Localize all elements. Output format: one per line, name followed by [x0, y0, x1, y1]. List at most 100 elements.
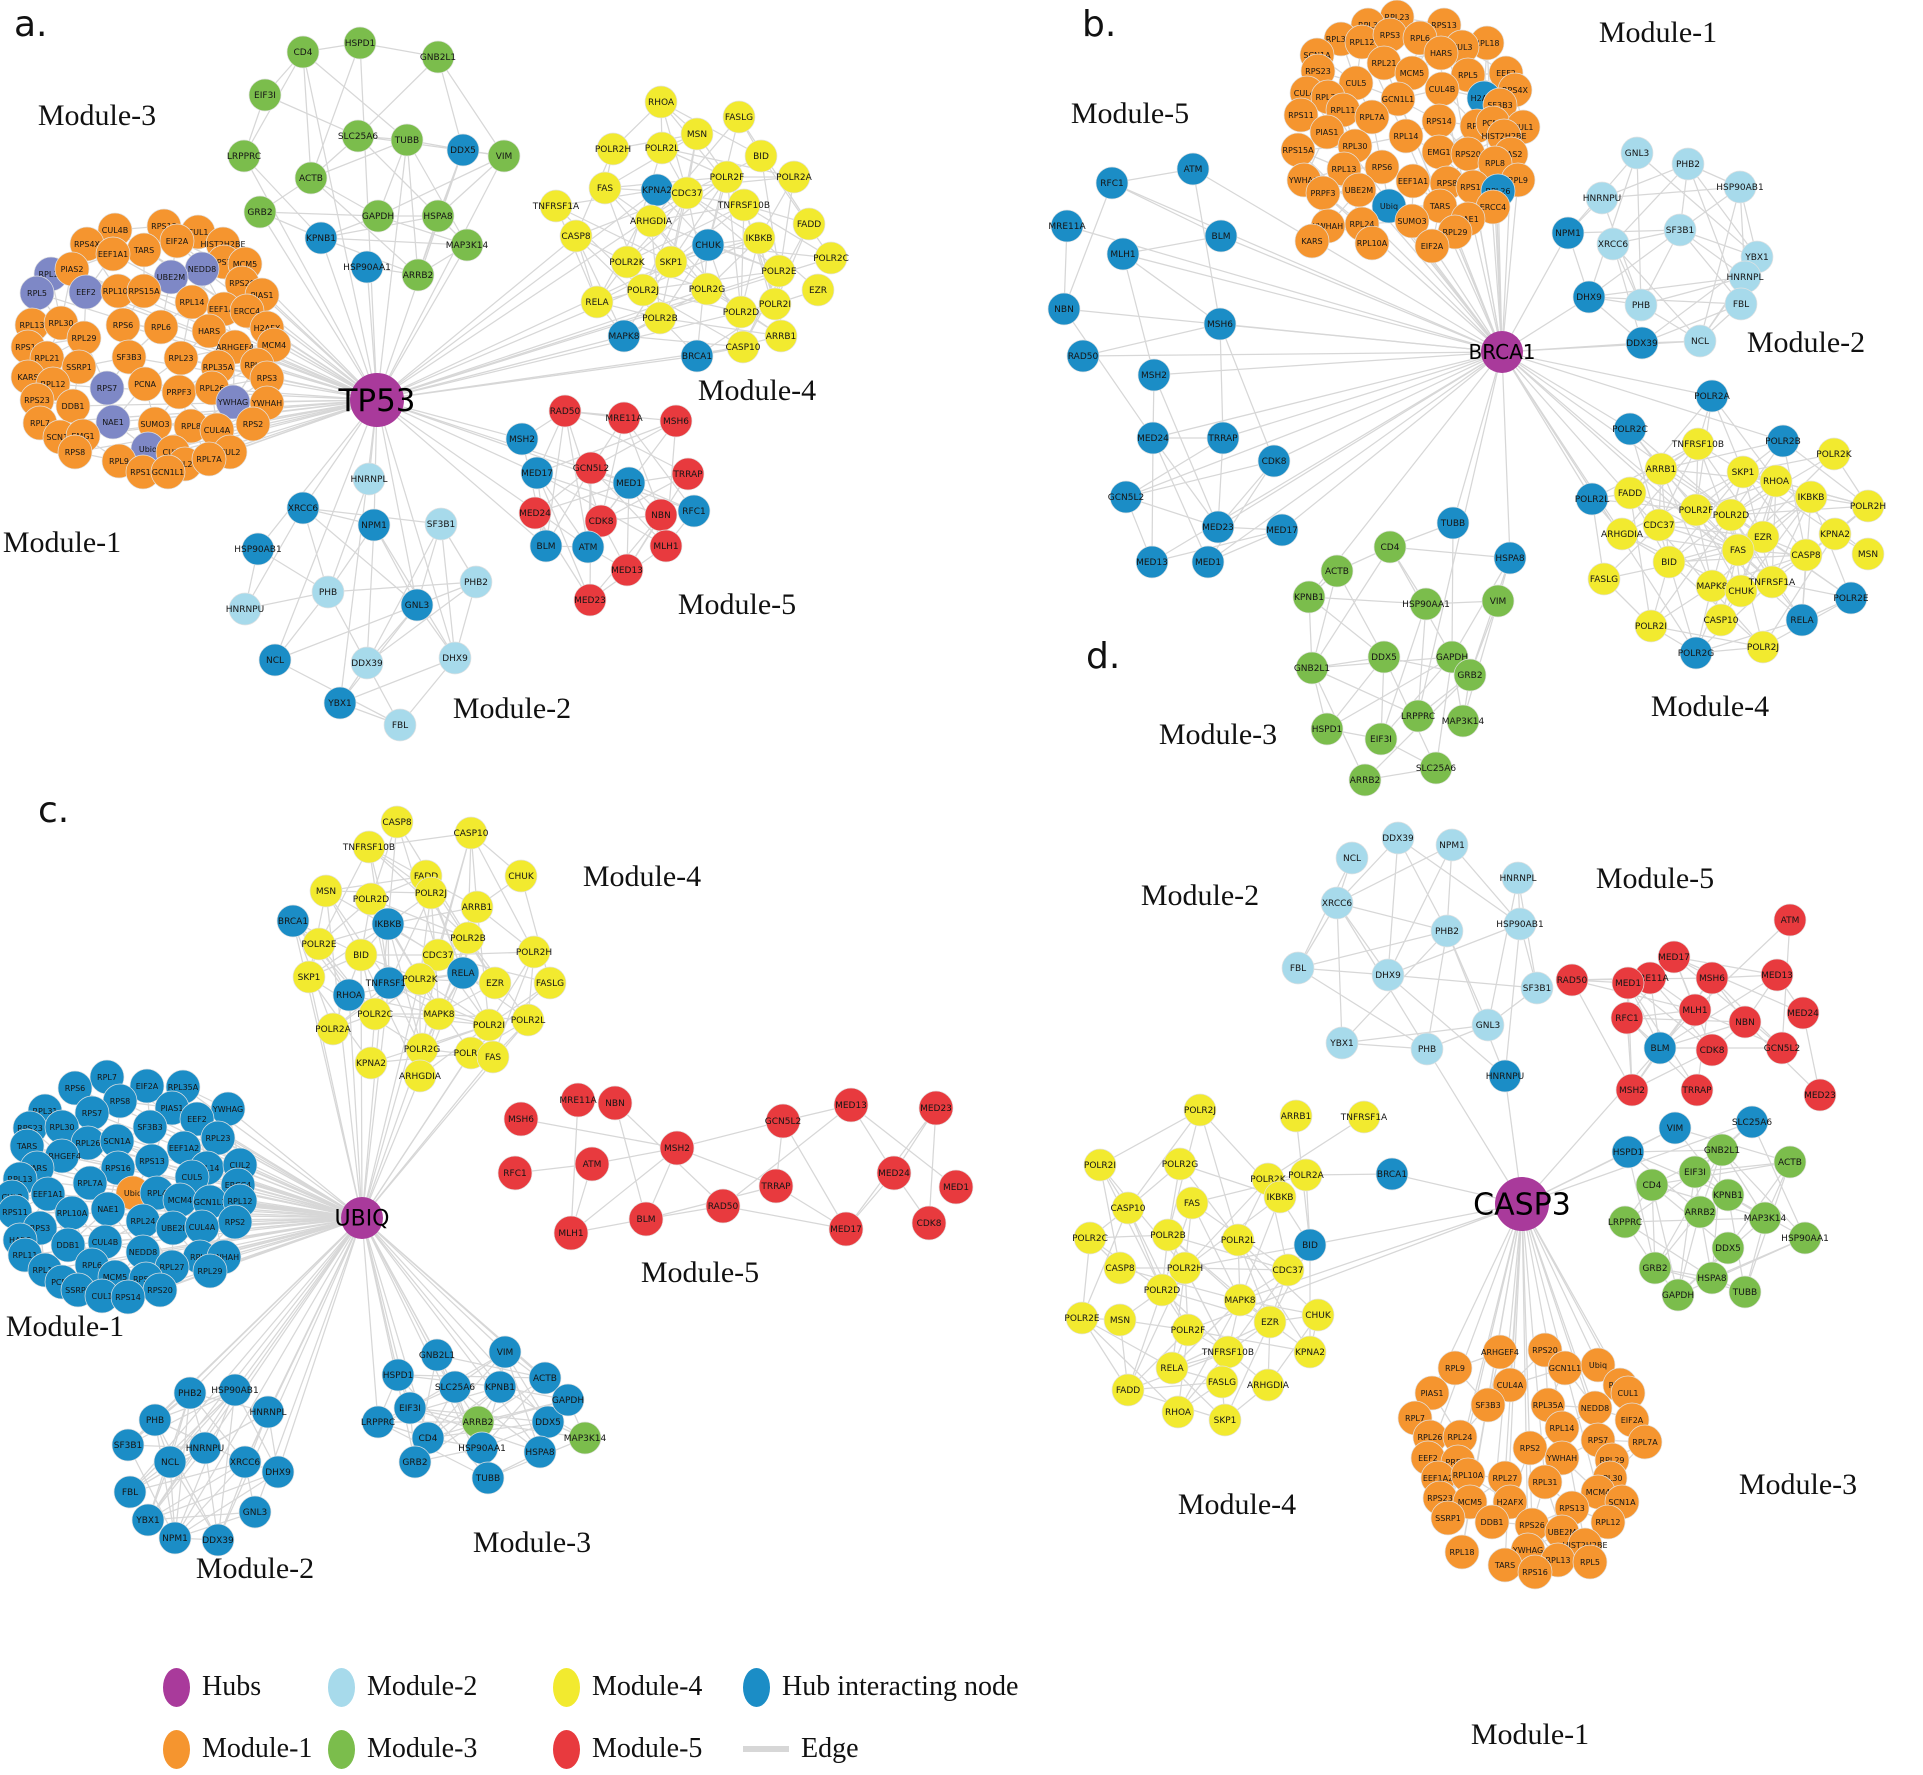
gene-node-label: EZR — [486, 979, 504, 989]
gene-node-label: RPL13 — [7, 1175, 32, 1184]
gene-node — [1073, 1221, 1107, 1255]
gene-node — [1221, 1223, 1255, 1257]
gene-node — [1364, 722, 1398, 756]
module5-swatch — [553, 1729, 580, 1769]
gene-node — [332, 978, 366, 1012]
gene-node-label: RPS20 — [147, 1286, 173, 1295]
module-label: Module-5 — [1596, 862, 1714, 895]
gene-node-label: BLM — [1212, 232, 1231, 242]
gene-node — [814, 241, 848, 275]
gene-node-label: EEF2 — [1496, 69, 1516, 78]
gene-node-label: RPL30 — [48, 319, 73, 328]
gene-node-label: POLR2H — [1850, 502, 1886, 512]
gene-node — [1544, 1440, 1580, 1476]
edge — [366, 524, 375, 664]
gene-node-label: RHOA — [1165, 1408, 1192, 1418]
gene-node-label: ARRB2 — [1350, 776, 1381, 786]
gene-node-label: CASP10 — [725, 343, 760, 353]
gene-node-label: SSRP1 — [1435, 1514, 1461, 1523]
gene-node — [1611, 966, 1645, 1000]
gene-node-label: POLR2D — [1713, 511, 1750, 521]
gene-node-label: CUL2 — [230, 1161, 251, 1170]
gene-node-label: POLR2E — [301, 940, 337, 950]
edge — [1184, 1244, 1311, 1269]
gene-node-label: TRRAP — [1681, 1086, 1712, 1096]
panel-letter: d. — [1086, 636, 1120, 677]
gene-node — [228, 592, 262, 626]
gene-node-label: GNL3 — [405, 601, 429, 611]
gene-node-label: TARS — [1494, 1561, 1515, 1570]
gene-node-label: RPL13 — [19, 321, 44, 330]
hub-edge — [1111, 182, 1503, 353]
gene-node-label: RPS3 — [257, 374, 278, 383]
gene-node — [227, 139, 261, 173]
gene-node-label: KARS — [1301, 237, 1322, 246]
hub-node — [1495, 1177, 1549, 1231]
gene-node-label: HARS — [1430, 49, 1452, 58]
gene-node — [1760, 958, 1794, 992]
gene-node — [1605, 517, 1639, 551]
hub-edge — [376, 237, 760, 401]
gene-node-label: CDC37 — [672, 189, 703, 199]
gene-node — [643, 301, 677, 335]
gene-node-label: RPS8 — [1437, 179, 1458, 188]
edge — [1624, 1221, 1713, 1279]
gene-node — [574, 1146, 610, 1182]
gene-node — [1683, 1195, 1717, 1229]
hub-edge — [376, 399, 589, 548]
gene-node-label: MRE11A — [559, 1096, 597, 1106]
gene-node — [580, 285, 614, 319]
hub-edge — [169, 1217, 363, 1463]
edge — [1297, 930, 1448, 969]
gene-node — [1785, 603, 1819, 637]
gene-node-label: MAPK8 — [609, 332, 640, 342]
gene-node-label: ACTB — [533, 1374, 557, 1384]
edge — [1122, 253, 1155, 376]
module-label: Module-1 — [6, 1310, 124, 1343]
gene-node-label: GRB2 — [247, 208, 272, 218]
gene-node-label: LRPPRC — [1401, 712, 1435, 722]
gene-node-label: ACTB — [1325, 567, 1349, 577]
gene-node — [607, 319, 641, 353]
hub-edge — [361, 1217, 483, 1449]
gene-node-label: EEF2 — [187, 1115, 207, 1124]
gene-node — [670, 176, 704, 210]
gene-node — [644, 85, 678, 119]
gene-node — [354, 1046, 388, 1080]
gene-node-label: HSPA8 — [525, 1448, 554, 1458]
gene-node — [352, 462, 386, 496]
gene-node — [357, 508, 391, 542]
edge — [1326, 656, 1453, 730]
gene-node-label: RHOA — [648, 98, 675, 108]
edge — [614, 1102, 647, 1220]
gene-node-label: ARRB1 — [1646, 465, 1677, 475]
edge — [534, 512, 591, 601]
gene-node — [801, 273, 835, 307]
gene-node — [1786, 996, 1820, 1030]
gene-node — [1520, 971, 1554, 1005]
edge — [154, 1419, 219, 1541]
gene-node — [111, 1428, 145, 1462]
edge — [1641, 303, 1742, 344]
gene-node-label: RPL11 — [12, 1251, 37, 1260]
gene-node-label: MAPK8 — [1225, 1296, 1256, 1306]
edge — [1451, 844, 1521, 925]
gene-node-label: CHUK — [1305, 1311, 1332, 1321]
gene-node — [438, 1370, 472, 1404]
gene-node-label: NBN — [651, 511, 671, 521]
gene-node — [304, 221, 338, 255]
edge — [1571, 979, 1633, 1091]
gene-node-label: FBL — [122, 1488, 138, 1498]
gene-node-label: BLM — [537, 542, 556, 552]
gene-node-label: TNFRSF10B — [1201, 1348, 1254, 1358]
gene-node — [400, 588, 434, 622]
gene-node-label: RPL31 — [1532, 1478, 1557, 1487]
gene-node — [1292, 580, 1326, 614]
gene-node-label: TUBB — [1732, 1288, 1757, 1298]
edge — [1730, 505, 1869, 516]
gene-node — [1446, 704, 1480, 738]
gene-node — [612, 466, 646, 500]
gene-node-label: PIAS2 — [1500, 150, 1523, 159]
hub-edge — [339, 399, 378, 704]
gene-node-label: GCN5L2 — [1108, 493, 1144, 503]
